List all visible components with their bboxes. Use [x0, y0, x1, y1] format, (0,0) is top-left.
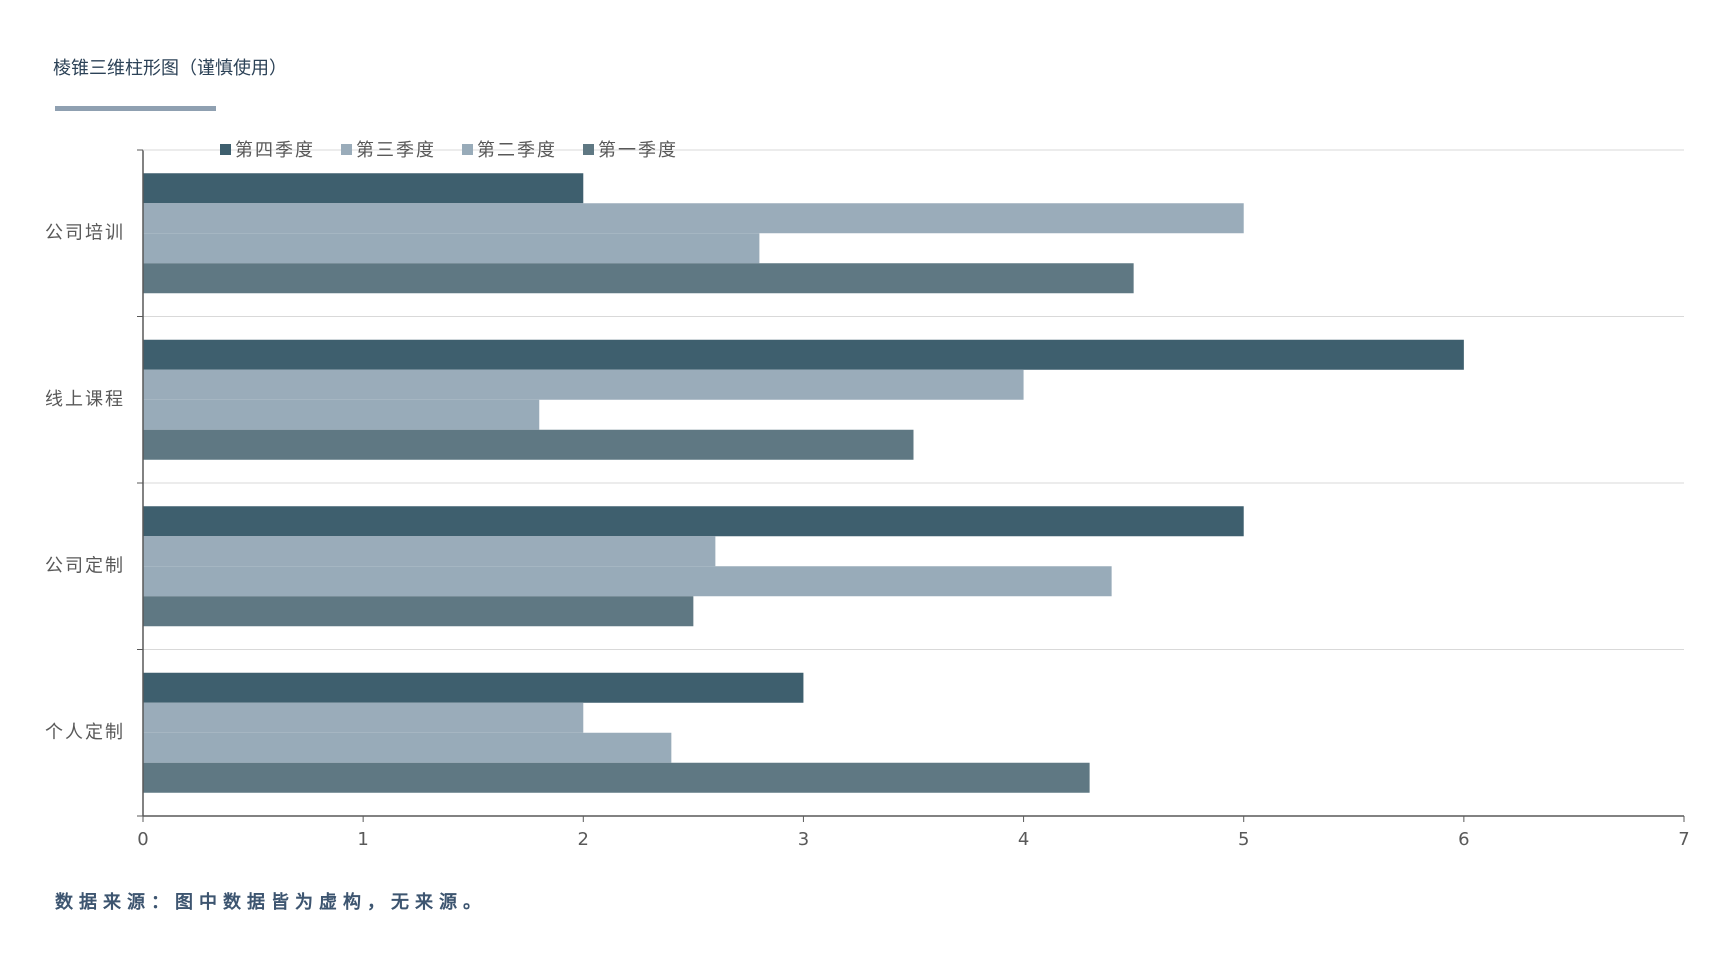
- bar: [143, 173, 584, 204]
- bar: [143, 536, 716, 567]
- bar: [143, 233, 760, 264]
- legend-label: 第三季度: [356, 140, 436, 161]
- bar: [143, 762, 1090, 793]
- x-tick-label: 4: [1018, 829, 1029, 850]
- x-tick-label: 5: [1238, 829, 1249, 850]
- bar: [143, 429, 914, 460]
- x-tick-label: 1: [357, 829, 368, 850]
- bar: [143, 566, 1112, 597]
- legend-label: 第二季度: [477, 140, 557, 161]
- x-tick-label: 3: [798, 829, 809, 850]
- bar: [143, 369, 1024, 400]
- bar: [143, 596, 694, 627]
- bar: [143, 672, 804, 703]
- legend-label: 第四季度: [235, 140, 315, 161]
- x-tick-label: 2: [578, 829, 589, 850]
- title-underline: [55, 106, 216, 111]
- source-note: 数据来源：图中数据皆为虚构，无来源。: [55, 891, 487, 913]
- x-tick-label: 7: [1678, 829, 1689, 850]
- legend-swatch: [341, 144, 352, 155]
- y-tick-label: 个人定制: [45, 722, 125, 743]
- bar: [143, 339, 1464, 370]
- x-tick-label: 6: [1458, 829, 1469, 850]
- bar: [143, 263, 1134, 294]
- legend-swatch: [462, 144, 473, 155]
- bar: [143, 203, 1244, 234]
- y-tick-label: 公司培训: [45, 222, 125, 243]
- x-tick-label: 0: [137, 829, 148, 850]
- legend-swatch: [220, 144, 231, 155]
- bar: [143, 702, 584, 733]
- legend-label: 第一季度: [598, 140, 678, 161]
- y-tick-label: 公司定制: [45, 555, 125, 576]
- bar: [143, 732, 672, 763]
- y-tick-label: 线上课程: [45, 389, 125, 410]
- legend-swatch: [583, 144, 594, 155]
- chart-title: 棱锥三维柱形图（谨慎使用）: [53, 58, 287, 79]
- bar: [143, 506, 1244, 537]
- bar: [143, 399, 540, 430]
